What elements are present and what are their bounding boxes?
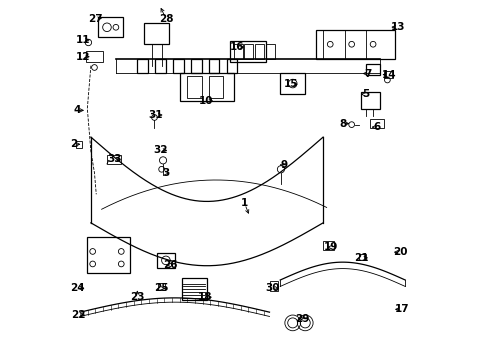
Text: 21: 21 — [353, 253, 368, 263]
Text: 19: 19 — [323, 242, 337, 252]
Text: 17: 17 — [393, 304, 408, 314]
Text: 30: 30 — [264, 283, 279, 293]
Text: 13: 13 — [390, 22, 405, 32]
Text: 28: 28 — [158, 14, 173, 23]
Text: 15: 15 — [283, 79, 298, 89]
Text: 9: 9 — [280, 160, 287, 170]
Text: 33: 33 — [107, 154, 121, 164]
Text: 12: 12 — [76, 52, 90, 62]
Text: 26: 26 — [163, 260, 177, 270]
Text: 16: 16 — [230, 42, 244, 52]
Text: 5: 5 — [362, 89, 369, 99]
Text: 14: 14 — [381, 69, 396, 80]
Text: 27: 27 — [88, 14, 102, 23]
Text: 24: 24 — [70, 283, 84, 293]
Text: 11: 11 — [76, 35, 90, 45]
Text: 6: 6 — [372, 122, 380, 132]
Text: 31: 31 — [148, 110, 163, 120]
Text: 18: 18 — [198, 292, 212, 302]
Text: 32: 32 — [153, 145, 167, 156]
Text: 4: 4 — [74, 105, 81, 115]
Text: 23: 23 — [130, 292, 144, 302]
Text: 3: 3 — [162, 168, 169, 178]
Text: 22: 22 — [71, 310, 85, 320]
Text: 20: 20 — [392, 247, 407, 257]
Text: 1: 1 — [241, 198, 247, 208]
Text: 29: 29 — [295, 314, 309, 324]
Text: 8: 8 — [338, 118, 346, 129]
Text: 25: 25 — [154, 283, 168, 293]
Text: 10: 10 — [199, 96, 213, 106]
Text: 2: 2 — [70, 139, 77, 149]
Text: 7: 7 — [363, 68, 371, 78]
